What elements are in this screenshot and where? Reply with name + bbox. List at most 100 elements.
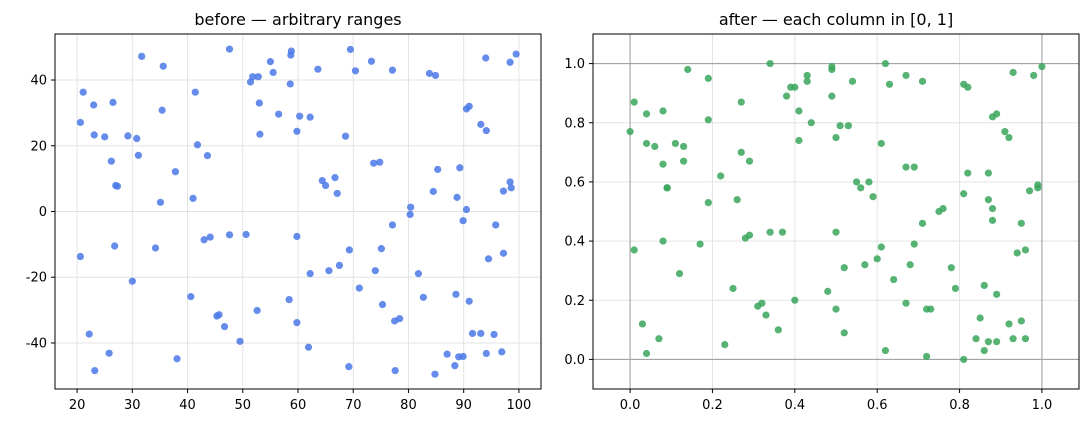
data-point	[828, 62, 836, 71]
data-point	[680, 142, 688, 151]
data-point	[791, 296, 799, 304]
data-point	[848, 77, 857, 85]
data-point	[758, 299, 766, 307]
x-tick-label: 60	[290, 398, 307, 413]
data-point	[477, 329, 485, 338]
data-point	[322, 181, 330, 190]
y-tick-label: 0.8	[564, 116, 585, 131]
y-tick-label: -20	[26, 271, 47, 286]
data-point	[803, 71, 811, 80]
data-point	[377, 245, 385, 253]
data-point	[642, 139, 651, 148]
data-point	[704, 199, 712, 207]
data-point	[79, 88, 87, 96]
data-point	[980, 346, 988, 355]
data-point	[832, 133, 840, 142]
data-point	[414, 270, 422, 278]
data-point	[107, 157, 115, 165]
data-point	[134, 151, 142, 159]
x-tick-label: 0.6	[867, 398, 888, 413]
data-point	[993, 338, 1001, 346]
data-point	[795, 107, 803, 115]
data-point	[696, 240, 704, 248]
data-point	[138, 52, 146, 60]
data-point	[951, 284, 960, 293]
data-point	[156, 198, 165, 206]
data-point	[885, 80, 894, 88]
data-point	[506, 58, 514, 66]
data-point	[499, 249, 508, 257]
plot-frame	[592, 33, 1080, 390]
data-point	[378, 300, 387, 309]
data-point	[266, 58, 274, 66]
data-point	[745, 157, 754, 165]
data-point	[630, 246, 638, 254]
data-point	[972, 335, 980, 343]
data-point	[355, 284, 363, 292]
data-point	[76, 118, 84, 127]
data-point	[1021, 335, 1030, 343]
data-point	[429, 187, 437, 196]
data-point	[918, 219, 927, 227]
data-point	[988, 204, 997, 213]
data-point	[836, 122, 844, 130]
data-point	[304, 343, 313, 351]
data-point	[419, 293, 427, 301]
y-tick-label: 0	[39, 205, 47, 220]
data-point	[173, 355, 181, 363]
data-point	[191, 88, 199, 96]
x-tick-label: 70	[345, 398, 362, 413]
data-point	[451, 362, 459, 370]
data-point	[865, 178, 873, 186]
y-tick-label: 0.0	[564, 353, 585, 368]
data-point	[468, 329, 477, 338]
data-point	[490, 330, 498, 339]
data-point	[113, 182, 122, 190]
data-point	[1038, 62, 1046, 71]
data-point	[367, 57, 376, 65]
data-point	[1013, 249, 1021, 257]
data-point	[203, 152, 212, 160]
data-point	[376, 158, 384, 166]
data-point	[91, 366, 99, 375]
data-point	[960, 355, 968, 364]
data-point	[984, 338, 992, 346]
x-tick-label: 50	[234, 398, 251, 413]
data-point	[1017, 219, 1025, 227]
data-point	[306, 270, 314, 278]
data-point	[947, 264, 955, 272]
x-tick-label: 90	[455, 398, 472, 413]
data-point	[193, 141, 202, 149]
data-point	[431, 370, 439, 378]
data-point	[492, 221, 500, 229]
x-tick-label: 100	[506, 398, 531, 413]
data-point	[333, 189, 341, 198]
x-tick-label: 30	[124, 398, 141, 413]
data-point	[721, 341, 729, 349]
data-point	[984, 196, 992, 204]
data-point	[128, 277, 136, 285]
data-point	[993, 290, 1001, 298]
data-point	[90, 101, 98, 109]
data-point	[345, 363, 353, 371]
data-point	[852, 178, 861, 186]
data-point	[200, 236, 208, 244]
data-point	[296, 112, 304, 120]
data-point	[1009, 68, 1017, 77]
data-point	[482, 54, 490, 62]
data-point	[109, 98, 117, 106]
data-point	[512, 50, 520, 58]
data-point	[431, 71, 440, 80]
data-point	[370, 159, 378, 167]
data-point	[960, 190, 968, 198]
chart-title: before — arbitrary ranges	[194, 10, 401, 29]
data-point	[663, 184, 671, 192]
data-point	[890, 275, 898, 284]
data-point	[877, 139, 885, 148]
data-point	[684, 65, 692, 74]
data-point	[902, 71, 910, 80]
data-point	[335, 261, 344, 270]
data-point	[151, 244, 160, 252]
data-point	[626, 128, 634, 136]
data-point	[680, 157, 688, 165]
